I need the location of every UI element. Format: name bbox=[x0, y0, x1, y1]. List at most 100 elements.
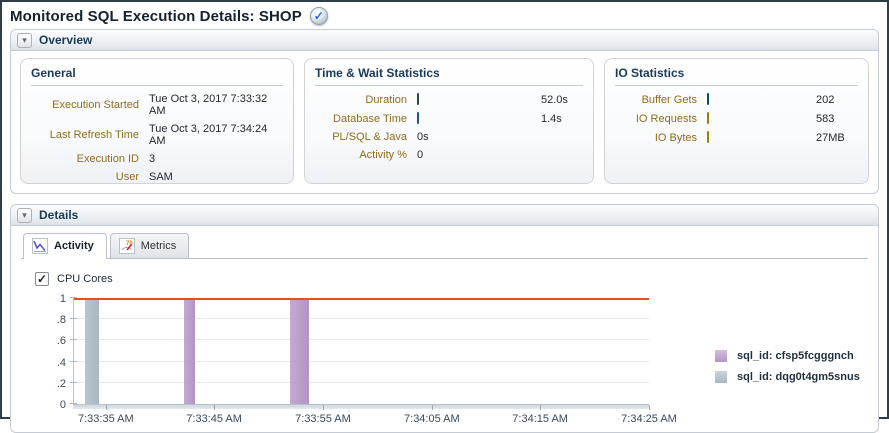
general-panel: General Execution Started Tue Oct 3, 201… bbox=[20, 58, 294, 184]
stat-label: Database Time bbox=[333, 112, 407, 125]
overview-section-header: ▾ Overview bbox=[11, 30, 878, 51]
x-tick-mark bbox=[214, 405, 216, 410]
stat-value: 1.4s bbox=[541, 112, 562, 125]
y-tick-label: .4 bbox=[56, 356, 66, 369]
stat-row: Database Time 1.4s bbox=[315, 112, 583, 125]
cpu-cores-label: CPU Cores bbox=[57, 273, 113, 285]
legend-label: sql_id: dqg0t4gm5snus bbox=[737, 371, 860, 383]
y-tick-mark bbox=[70, 381, 77, 383]
status-check-icon: ✓ bbox=[309, 7, 328, 25]
io-panel: IO Statistics Buffer Gets 202 IO Request… bbox=[604, 58, 869, 184]
field-row: Execution ID 3 bbox=[31, 153, 283, 165]
x-tick-label: 7:33:55 AM bbox=[295, 413, 351, 425]
stat-value: 202 bbox=[816, 93, 835, 106]
io-bytes-bar bbox=[707, 131, 810, 144]
chart-x-labels: 7:33:35 AM 7:33:45 AM 7:33:55 AM 7:34:05 AM… bbox=[73, 413, 677, 429]
tab-metrics-label: Metrics bbox=[140, 240, 177, 252]
details-section-label: Details bbox=[39, 208, 79, 222]
y-tick-label: 1 bbox=[59, 293, 66, 305]
time-wait-panel-title: Time & Wait Statistics bbox=[315, 66, 583, 86]
page-header: Monitored SQL Execution Details: SHOP ✓ bbox=[2, 2, 887, 29]
tab-bar: Activity 70 Metrics bbox=[21, 232, 868, 259]
x-tick-label: 7:34:25 AM bbox=[621, 413, 677, 425]
y-tick-mark bbox=[70, 318, 77, 320]
stat-label: Activity % bbox=[359, 149, 407, 161]
field-row: Last Refresh Time Tue Oct 3, 2017 7:34:2… bbox=[31, 123, 283, 147]
gridline bbox=[74, 381, 649, 383]
field-value: SAM bbox=[149, 171, 173, 183]
activity-chart: 0 .2 .4 .6 .8 1 7:33:35 AM 7:33:45 AM 7:33:55 A… bbox=[21, 293, 868, 429]
x-tick-label: 7:34:15 AM bbox=[512, 413, 568, 425]
cpu-cores-row: ✓ CPU Cores bbox=[35, 272, 868, 286]
database-time-bar bbox=[417, 112, 535, 125]
field-value: Tue Oct 3, 2017 7:34:24 AM bbox=[149, 123, 268, 147]
legend-label: sql_id: cfsp5fcgggnch bbox=[737, 350, 854, 362]
stat-value: 52.0s bbox=[541, 93, 568, 106]
overview-section-label: Overview bbox=[39, 33, 93, 47]
svg-text:70: 70 bbox=[126, 241, 133, 247]
io-panel-title: IO Statistics bbox=[615, 66, 858, 86]
x-tick-mark bbox=[105, 405, 107, 410]
y-tick-label: 0 bbox=[59, 399, 66, 411]
stat-value: 583 bbox=[816, 112, 835, 125]
general-panel-title: General bbox=[31, 66, 283, 86]
gridline bbox=[74, 318, 649, 320]
field-label: User bbox=[115, 171, 139, 183]
stat-label: Duration bbox=[365, 93, 407, 106]
field-label: Last Refresh Time bbox=[49, 129, 139, 141]
chart-bar-series-1 bbox=[84, 298, 100, 404]
time-wait-panel: Time & Wait Statistics Duration 52.0s Da… bbox=[304, 58, 594, 184]
stat-value: 0s bbox=[417, 131, 429, 143]
field-label: Execution ID bbox=[76, 153, 139, 165]
overview-collapse-icon[interactable]: ▾ bbox=[17, 32, 32, 48]
legend-item: sql_id: cfsp5fcgggnch bbox=[715, 350, 860, 362]
chart-bar-series-0 bbox=[183, 298, 196, 404]
legend-swatch-gray bbox=[715, 371, 727, 383]
tab-metrics[interactable]: 70 Metrics bbox=[109, 233, 190, 258]
gridline bbox=[74, 339, 649, 341]
overview-panels: General Execution Started Tue Oct 3, 201… bbox=[11, 51, 878, 193]
chart-bar-series-0 bbox=[289, 298, 310, 404]
x-tick-mark bbox=[322, 405, 324, 410]
tab-activity[interactable]: Activity bbox=[23, 233, 107, 259]
stat-label: PL/SQL & Java bbox=[332, 131, 407, 143]
x-tick-mark bbox=[649, 405, 650, 410]
details-body: Activity 70 Metrics ✓ CPU Cores 0 .2 .4 .6.… bbox=[11, 226, 878, 432]
duration-bar bbox=[417, 93, 535, 106]
details-section-header: ▾ Details bbox=[11, 205, 878, 226]
x-tick-label: 7:34:05 AM bbox=[404, 413, 460, 425]
stat-row: Activity % 0 bbox=[315, 149, 583, 161]
y-tick-mark bbox=[70, 360, 77, 362]
stat-value: 0 bbox=[417, 149, 424, 161]
stat-label: IO Requests bbox=[635, 112, 697, 125]
y-tick-mark bbox=[70, 297, 77, 298]
y-tick-mark bbox=[70, 403, 77, 404]
x-tick-label: 7:33:45 AM bbox=[186, 413, 242, 425]
line-chart-icon bbox=[32, 238, 48, 254]
io-requests-bar bbox=[707, 112, 810, 125]
x-tick-mark bbox=[540, 405, 542, 410]
stat-label: Buffer Gets bbox=[641, 93, 697, 106]
gauge-icon: 70 bbox=[118, 238, 135, 254]
page-title: Monitored SQL Execution Details: SHOP bbox=[10, 7, 302, 25]
details-collapse-icon[interactable]: ▾ bbox=[17, 207, 32, 223]
tab-activity-label: Activity bbox=[54, 240, 94, 252]
stat-row: IO Bytes 27MB bbox=[615, 131, 858, 144]
x-tick-label: 7:33:35 AM bbox=[78, 413, 134, 425]
y-tick-label: .8 bbox=[56, 314, 66, 327]
buffer-gets-bar bbox=[707, 93, 810, 106]
legend-swatch-purple bbox=[715, 350, 727, 362]
y-tick-label: .2 bbox=[56, 377, 66, 390]
field-value: Tue Oct 3, 2017 7:33:32 AM bbox=[149, 93, 268, 117]
cpu-cores-checkbox[interactable]: ✓ bbox=[35, 272, 49, 286]
overview-section: ▾ Overview General Execution Started Tue… bbox=[10, 29, 879, 194]
stat-row: Duration 52.0s bbox=[315, 93, 583, 106]
stat-value: 27MB bbox=[816, 131, 845, 144]
chart-x-axis bbox=[73, 404, 650, 410]
stat-row: IO Requests 583 bbox=[615, 112, 858, 125]
x-tick-mark bbox=[431, 405, 433, 410]
field-label: Execution Started bbox=[52, 99, 139, 111]
details-section: ▾ Details Activity 70 Metrics bbox=[10, 204, 879, 433]
y-tick-label: .6 bbox=[56, 335, 66, 348]
stat-label: IO Bytes bbox=[654, 131, 697, 144]
